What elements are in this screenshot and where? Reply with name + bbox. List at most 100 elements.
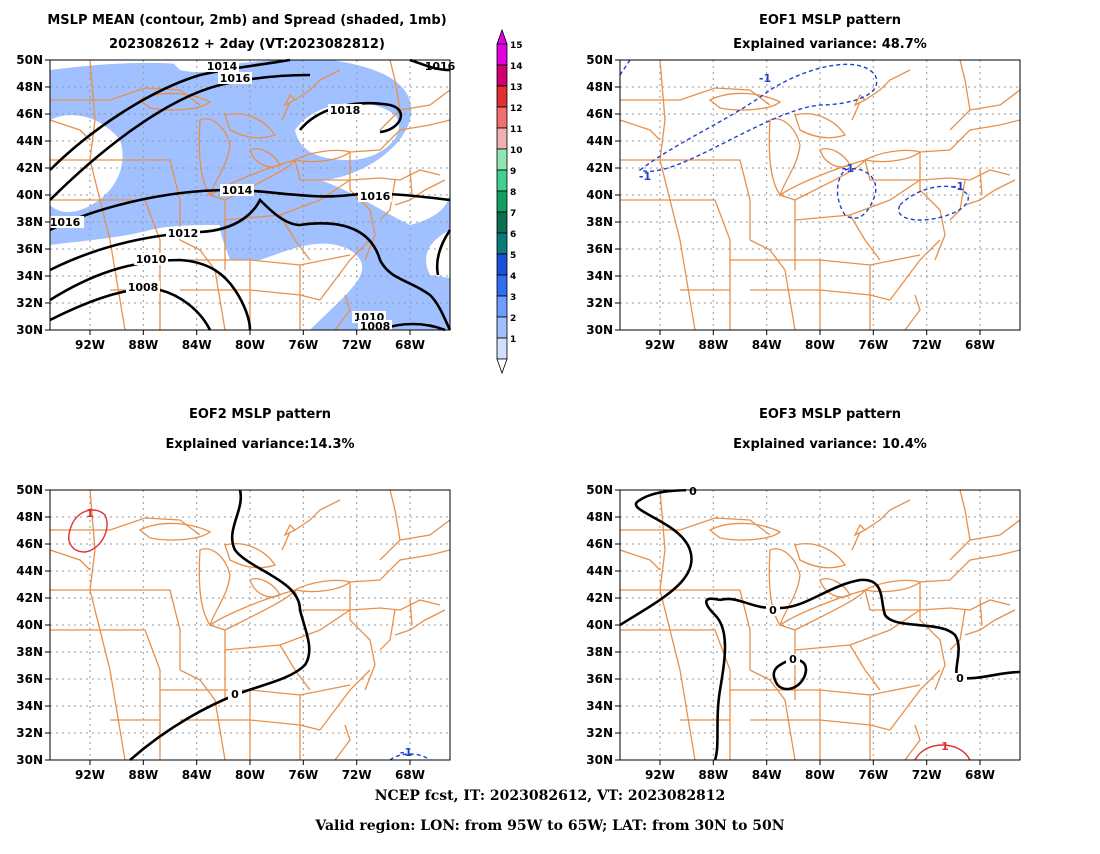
colorbar-label: 6 bbox=[510, 230, 516, 240]
lat-tick-label: 44N bbox=[16, 134, 43, 148]
panel-title: EOF2 MSLP pattern bbox=[189, 407, 331, 422]
lat-tick-label: 38N bbox=[16, 645, 43, 659]
eof1-label: -1 bbox=[639, 170, 651, 183]
colorbar-swatch bbox=[496, 211, 508, 234]
lon-tick-label: 68W bbox=[965, 768, 995, 782]
colorbar-label: 11 bbox=[510, 125, 523, 135]
lon-tick-label: 72W bbox=[912, 768, 942, 782]
lat-tick-label: 44N bbox=[586, 564, 613, 578]
contour-label: 1012 bbox=[168, 227, 199, 240]
lat-tick-label: 48N bbox=[586, 510, 613, 524]
contour-label: 1008 bbox=[360, 320, 391, 333]
panel-subtitle: Explained variance:14.3% bbox=[165, 437, 354, 452]
colorbar-label: 3 bbox=[510, 293, 516, 303]
lon-tick-label: 76W bbox=[858, 768, 888, 782]
lat-tick-label: 38N bbox=[586, 215, 613, 229]
contour-label: 1016 bbox=[220, 72, 251, 85]
colorbar-label: 9 bbox=[510, 167, 516, 177]
colorbar-swatch bbox=[496, 85, 508, 108]
lon-tick-label: 68W bbox=[395, 338, 425, 352]
contour-label: 1016 bbox=[425, 60, 456, 73]
lat-tick-label: 46N bbox=[586, 107, 613, 121]
colorbar-label: 8 bbox=[510, 188, 516, 198]
lon-tick-label: 84W bbox=[182, 338, 212, 352]
lat-tick-label: 50N bbox=[586, 483, 613, 497]
lon-tick-label: 76W bbox=[858, 338, 888, 352]
lon-tick-label: 72W bbox=[912, 338, 942, 352]
colorbar-label: 1 bbox=[510, 335, 516, 345]
colorbar-swatch bbox=[496, 169, 508, 192]
contour-label: 1016 bbox=[50, 216, 81, 229]
lon-tick-label: 76W bbox=[288, 338, 318, 352]
contour-label: 1010 bbox=[136, 253, 167, 266]
colorbar-swatch bbox=[496, 43, 508, 66]
colorbar-label: 14 bbox=[510, 62, 523, 72]
lat-tick-label: 42N bbox=[16, 161, 43, 175]
panel-subtitle: Explained variance: 10.4% bbox=[733, 437, 927, 452]
lat-tick-label: 30N bbox=[16, 753, 43, 767]
lon-tick-label: 80W bbox=[235, 338, 265, 352]
eof1-label: -1 bbox=[759, 72, 771, 85]
lat-tick-label: 46N bbox=[586, 537, 613, 551]
eof3-label: 1 bbox=[941, 740, 949, 753]
contour-label: 1014 bbox=[222, 184, 253, 197]
lon-tick-label: 80W bbox=[235, 768, 265, 782]
panel-title: EOF3 MSLP pattern bbox=[759, 407, 901, 422]
colorbar-swatch bbox=[496, 148, 508, 171]
panel-eof3: EOF3 MSLP pattern Explained variance: 10… bbox=[586, 407, 1021, 782]
lat-tick-label: 38N bbox=[586, 645, 613, 659]
colorbar-swatch bbox=[496, 127, 508, 150]
lat-tick-label: 32N bbox=[16, 296, 43, 310]
lat-tick-label: 30N bbox=[586, 753, 613, 767]
lon-tick-label: 92W bbox=[75, 768, 105, 782]
footer-forecast-info: NCEP fcst, IT: 2023082612, VT: 202308281… bbox=[374, 788, 726, 804]
lat-tick-label: 40N bbox=[16, 188, 43, 202]
lat-tick-label: 34N bbox=[16, 699, 43, 713]
lat-tick-label: 42N bbox=[586, 591, 613, 605]
eof1-label: -1 bbox=[952, 180, 964, 193]
colorbar-swatch bbox=[496, 316, 508, 339]
lat-tick-label: 44N bbox=[586, 134, 613, 148]
lon-tick-label: 80W bbox=[805, 768, 835, 782]
lat-tick-label: 34N bbox=[586, 269, 613, 283]
lat-tick-label: 42N bbox=[16, 591, 43, 605]
lat-tick-label: 44N bbox=[16, 564, 43, 578]
colorbar-label: 7 bbox=[510, 209, 516, 219]
colorbar-label: 4 bbox=[510, 272, 516, 282]
colorbar-top-arrow bbox=[496, 28, 508, 45]
lon-tick-label: 68W bbox=[395, 768, 425, 782]
eof3-label: 0 bbox=[956, 672, 964, 685]
footer-valid-region: Valid region: LON: from 95W to 65W; LAT:… bbox=[315, 818, 785, 834]
lat-tick-label: 40N bbox=[586, 618, 613, 632]
colorbar-swatch bbox=[496, 64, 508, 87]
panel-title: MSLP MEAN (contour, 2mb) and Spread (sha… bbox=[47, 13, 446, 28]
lon-tick-label: 68W bbox=[965, 338, 995, 352]
lat-tick-label: 30N bbox=[586, 323, 613, 337]
lat-tick-label: 36N bbox=[16, 672, 43, 686]
lon-tick-label: 80W bbox=[805, 338, 835, 352]
lat-tick-label: 48N bbox=[16, 80, 43, 94]
colorbar-swatch bbox=[496, 295, 508, 318]
panel-eof2: EOF2 MSLP pattern Explained variance:14.… bbox=[16, 407, 451, 782]
lon-tick-label: 72W bbox=[342, 768, 372, 782]
eof2-label: -1 bbox=[400, 746, 412, 759]
colorbar-label: 12 bbox=[510, 104, 523, 114]
spread-colorbar: 15 14 13 12 11 10 9 8 7 6 5 4 3 2 1 bbox=[496, 28, 523, 375]
lon-tick-label: 88W bbox=[698, 768, 728, 782]
lat-tick-label: 50N bbox=[586, 53, 613, 67]
lat-tick-label: 42N bbox=[586, 161, 613, 175]
colorbar-label: 13 bbox=[510, 83, 523, 93]
panel-eof1: EOF1 MSLP pattern Explained variance: 48… bbox=[586, 13, 1021, 352]
colorbar-swatch bbox=[496, 274, 508, 297]
lon-tick-label: 92W bbox=[75, 338, 105, 352]
lat-tick-label: 48N bbox=[16, 510, 43, 524]
eof3-label: 0 bbox=[769, 604, 777, 617]
lon-tick-label: 84W bbox=[752, 338, 782, 352]
eof1-label: -1 bbox=[842, 162, 854, 175]
colorbar-bottom-arrow bbox=[496, 358, 508, 375]
colorbar-swatch bbox=[496, 190, 508, 213]
colorbar-label: 2 bbox=[510, 314, 516, 324]
lon-tick-label: 92W bbox=[645, 768, 675, 782]
lat-tick-label: 48N bbox=[586, 80, 613, 94]
lat-tick-label: 34N bbox=[16, 269, 43, 283]
